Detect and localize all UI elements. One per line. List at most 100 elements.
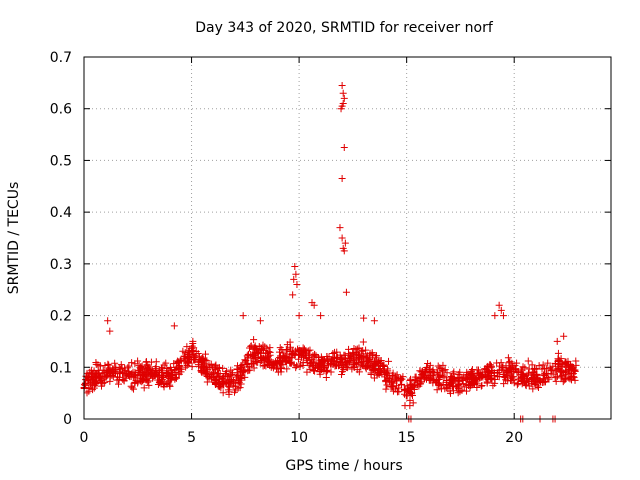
- data-point: [241, 356, 249, 364]
- data-point: [175, 370, 183, 378]
- data-point: [219, 364, 227, 372]
- data-point: [359, 338, 367, 346]
- data-point: [401, 402, 409, 410]
- data-point: [109, 365, 117, 373]
- data-point: [450, 368, 458, 376]
- data-point: [359, 361, 367, 369]
- data-point: [111, 359, 119, 367]
- data-point: [539, 361, 547, 369]
- data-point: [554, 360, 562, 368]
- data-point: [477, 382, 485, 390]
- data-point: [322, 373, 330, 381]
- data-point: [504, 354, 512, 362]
- data-point: [406, 377, 414, 385]
- data-point: [212, 372, 220, 380]
- data-point: [254, 349, 262, 357]
- data-point: [188, 347, 196, 355]
- data-point: [547, 370, 555, 378]
- data-point: [299, 358, 307, 366]
- data-point: [558, 371, 566, 379]
- data-point: [225, 390, 233, 398]
- data-point: [250, 336, 258, 344]
- data-point: [159, 367, 167, 375]
- data-point: [520, 372, 528, 380]
- data-point: [538, 365, 546, 373]
- data-point: [145, 381, 153, 389]
- data-point: [353, 350, 361, 358]
- data-point: [369, 351, 377, 359]
- data-point: [342, 364, 350, 372]
- data-point: [485, 372, 493, 380]
- data-point: [333, 348, 341, 356]
- data-point: [497, 306, 505, 314]
- data-point: [377, 359, 385, 367]
- data-point: [386, 375, 394, 383]
- data-point: [132, 377, 140, 385]
- data-point: [338, 175, 346, 183]
- data-point: [202, 369, 210, 377]
- data-point: [83, 389, 91, 397]
- data-point: [277, 365, 285, 373]
- data-point: [257, 345, 265, 353]
- data-point: [342, 359, 350, 367]
- data-point: [245, 363, 253, 371]
- data-points: [80, 81, 580, 423]
- data-point: [104, 317, 112, 325]
- data-point: [429, 375, 437, 383]
- data-point: [207, 360, 215, 368]
- data-point: [490, 369, 498, 377]
- data-point: [331, 355, 339, 363]
- plot-frame: [83, 56, 612, 420]
- data-point: [317, 312, 325, 320]
- data-point: [250, 351, 258, 359]
- data-point: [340, 94, 348, 102]
- data-point: [219, 379, 227, 387]
- data-point: [443, 369, 451, 377]
- data-point: [168, 370, 176, 378]
- data-point: [162, 359, 170, 367]
- data-point: [509, 373, 517, 381]
- data-point: [288, 351, 296, 359]
- data-point: [182, 363, 190, 371]
- x-tick-label: 20: [505, 430, 523, 446]
- data-point: [359, 347, 367, 355]
- data-point: [211, 381, 219, 389]
- data-point: [114, 373, 122, 381]
- data-point: [495, 373, 503, 381]
- data-point: [156, 368, 164, 376]
- data-point: [426, 361, 434, 369]
- data-point: [188, 363, 196, 371]
- data-point: [439, 381, 447, 389]
- data-point: [535, 362, 543, 370]
- data-point: [262, 362, 270, 370]
- data-point: [104, 360, 112, 368]
- data-point: [341, 239, 349, 247]
- data-point: [134, 372, 142, 380]
- data-point: [310, 301, 318, 309]
- data-point: [362, 346, 370, 354]
- data-point: [503, 369, 511, 377]
- y-tick-label: 0.5: [50, 153, 72, 169]
- data-point: [293, 281, 301, 289]
- data-point: [571, 367, 579, 375]
- data-point: [339, 89, 347, 97]
- y-tick-label: 0.4: [50, 205, 72, 221]
- grid-layer: [84, 57, 611, 419]
- data-point: [266, 348, 274, 356]
- data-point: [440, 372, 448, 380]
- data-point: [510, 376, 518, 384]
- data-point: [456, 371, 464, 379]
- data-point: [128, 359, 136, 367]
- data-point: [140, 371, 148, 379]
- data-point: [338, 371, 346, 379]
- data-point: [562, 359, 570, 367]
- data-point: [524, 357, 532, 365]
- data-point: [296, 363, 304, 371]
- data-point: [334, 353, 342, 361]
- data-point: [324, 361, 332, 369]
- data-point: [327, 357, 335, 365]
- data-point: [499, 371, 507, 379]
- data-point: [511, 362, 519, 370]
- data-point: [409, 383, 417, 391]
- data-point: [183, 343, 191, 351]
